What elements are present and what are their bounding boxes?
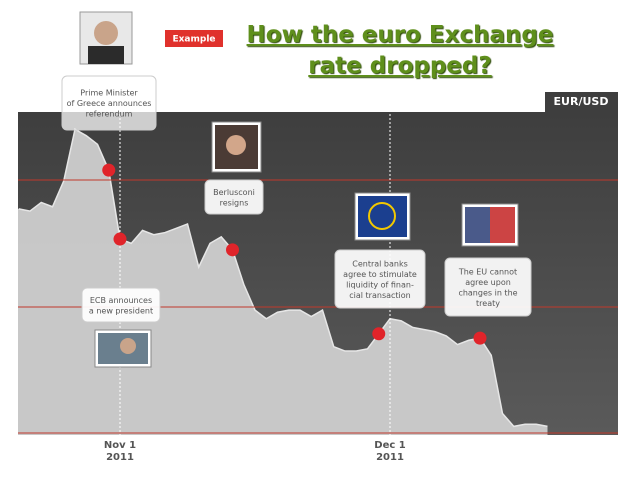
event-dot	[226, 243, 239, 257]
event-dot	[473, 331, 487, 345]
photo	[94, 329, 152, 368]
front-layer: Nov 1 2011 Dec 1 2011 Prime Minister of Greec…	[61, 70, 532, 463]
unit-box	[545, 92, 618, 112]
event-dot	[102, 163, 116, 177]
photo	[461, 203, 519, 247]
annotation: Central banks agree to stimulate liquidity…	[343, 259, 417, 300]
event-dot	[372, 327, 386, 341]
callout-box	[204, 179, 264, 215]
callout-box	[81, 287, 161, 323]
photo	[211, 121, 262, 173]
badge: Example	[172, 35, 215, 45]
event-dot	[113, 232, 127, 246]
unit-label: EUR/USD	[554, 95, 609, 108]
photo	[354, 192, 411, 241]
title: How the euro Exchange rate dropped?	[246, 22, 554, 79]
annotation: Berlusconi resigns	[213, 187, 255, 207]
callout-box	[444, 257, 532, 317]
annotation: ECB announces a new president	[89, 295, 153, 315]
callout-box	[334, 249, 426, 309]
badge-box	[165, 30, 223, 47]
callout-box	[61, 75, 157, 131]
annotation: Prime Minister of Greece announces referen…	[67, 88, 152, 118]
x-tick-label: Nov 1 2011	[104, 440, 136, 463]
photo	[79, 11, 133, 65]
x-tick-label: Dec 1 2011	[374, 440, 405, 463]
annotation: The EU cannot agree upon changes in the tre…	[458, 267, 518, 308]
